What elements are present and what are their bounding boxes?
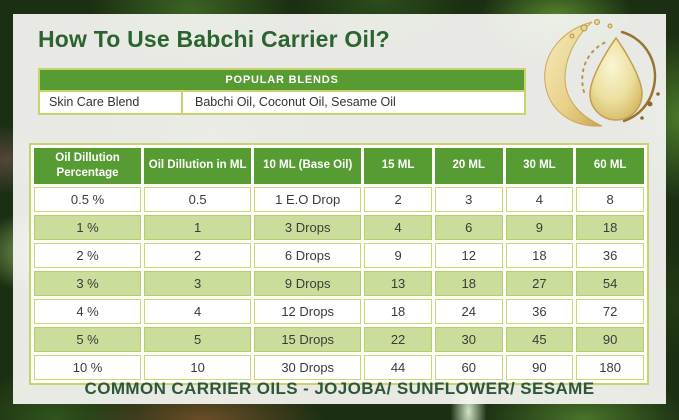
table-cell: 3 % bbox=[34, 270, 142, 296]
table-row: 4 % 4 12 Drops 18 24 36 72 bbox=[34, 298, 644, 324]
table-row: 1 % 1 3 Drops 4 6 9 18 bbox=[34, 214, 644, 240]
popular-blends-header: POPULAR BLENDS bbox=[40, 70, 524, 90]
table-cell: 18 bbox=[505, 242, 574, 268]
table-cell: 3 Drops bbox=[254, 214, 362, 240]
table-cell: 54 bbox=[576, 270, 644, 296]
table-cell: 0.5 bbox=[144, 186, 252, 212]
popular-blends-row: Skin Care Blend Babchi Oil, Coconut Oil,… bbox=[40, 90, 524, 113]
column-header: 30 ML bbox=[505, 148, 574, 184]
column-header: Oil Dillution Percentage bbox=[34, 148, 142, 184]
table-cell: 13 bbox=[364, 270, 432, 296]
table-cell: 18 bbox=[434, 270, 503, 296]
footer-note: COMMON CARRIER OILS - JOJOBA/ SUNFLOWER/… bbox=[84, 379, 595, 398]
table-cell: 12 Drops bbox=[254, 298, 362, 324]
table-cell: 9 bbox=[364, 242, 432, 268]
dilution-header-row: Oil Dillution Percentage Oil Dillution in… bbox=[34, 148, 644, 184]
table-cell: 4 bbox=[505, 186, 574, 212]
table-cell: 10 % bbox=[34, 354, 142, 380]
column-header: 15 ML bbox=[364, 148, 432, 184]
table-row: 2 % 2 6 Drops 9 12 18 36 bbox=[34, 242, 644, 268]
table-cell: 10 bbox=[144, 354, 252, 380]
table-cell: 45 bbox=[505, 326, 574, 352]
infographic-card: How To Use Babchi Carrier Oil? bbox=[13, 14, 666, 404]
table-row: 0.5 % 0.5 1 E.O Drop 2 3 4 8 bbox=[34, 186, 644, 212]
table-cell: 6 Drops bbox=[254, 242, 362, 268]
table-cell: 4 bbox=[144, 298, 252, 324]
popular-blends-table: POPULAR BLENDS Skin Care Blend Babchi Oi… bbox=[38, 68, 526, 115]
table-cell: 8 bbox=[576, 186, 644, 212]
table-cell: 1 E.O Drop bbox=[254, 186, 362, 212]
table-cell: 18 bbox=[364, 298, 432, 324]
table-cell: 30 bbox=[434, 326, 503, 352]
column-header: 60 ML bbox=[576, 148, 644, 184]
table-cell: 44 bbox=[364, 354, 432, 380]
table-row: 3 % 3 9 Drops 13 18 27 54 bbox=[34, 270, 644, 296]
table-cell: 2 bbox=[144, 242, 252, 268]
table-cell: 36 bbox=[576, 242, 644, 268]
table-cell: 2 bbox=[364, 186, 432, 212]
table-cell: 3 bbox=[434, 186, 503, 212]
column-header: Oil Dillution in ML bbox=[144, 148, 252, 184]
table-cell: 90 bbox=[576, 326, 644, 352]
table-cell: 4 bbox=[364, 214, 432, 240]
table-cell: 9 Drops bbox=[254, 270, 362, 296]
table-cell: 9 bbox=[505, 214, 574, 240]
table-cell: 4 % bbox=[34, 298, 142, 324]
table-cell: 27 bbox=[505, 270, 574, 296]
table-cell: 18 bbox=[576, 214, 644, 240]
table-cell: 180 bbox=[576, 354, 644, 380]
table-cell: 72 bbox=[576, 298, 644, 324]
table-row: 10 % 10 30 Drops 44 60 90 180 bbox=[34, 354, 644, 380]
table-cell: 0.5 % bbox=[34, 186, 142, 212]
table-cell: 60 bbox=[434, 354, 503, 380]
table-cell: 3 bbox=[144, 270, 252, 296]
dilution-table: Oil Dillution Percentage Oil Dillution in… bbox=[29, 143, 649, 385]
table-cell: 5 bbox=[144, 326, 252, 352]
table-cell: 30 Drops bbox=[254, 354, 362, 380]
table-cell: 12 bbox=[434, 242, 503, 268]
table-cell: 90 bbox=[505, 354, 574, 380]
table-cell: 6 bbox=[434, 214, 503, 240]
column-header: 10 ML (Base Oil) bbox=[254, 148, 362, 184]
table-cell: 1 bbox=[144, 214, 252, 240]
blend-name-cell: Skin Care Blend bbox=[40, 92, 183, 113]
page-title: How To Use Babchi Carrier Oil? bbox=[38, 26, 390, 52]
oil-drop-illustration bbox=[544, 19, 660, 127]
blend-oils-cell: Babchi Oil, Coconut Oil, Sesame Oil bbox=[195, 95, 396, 109]
table-cell: 24 bbox=[434, 298, 503, 324]
table-cell: 5 % bbox=[34, 326, 142, 352]
table-cell: 2 % bbox=[34, 242, 142, 268]
column-header: 20 ML bbox=[434, 148, 503, 184]
table-cell: 36 bbox=[505, 298, 574, 324]
table-cell: 15 Drops bbox=[254, 326, 362, 352]
table-cell: 1 % bbox=[34, 214, 142, 240]
table-cell: 22 bbox=[364, 326, 432, 352]
table-row: 5 % 5 15 Drops 22 30 45 90 bbox=[34, 326, 644, 352]
